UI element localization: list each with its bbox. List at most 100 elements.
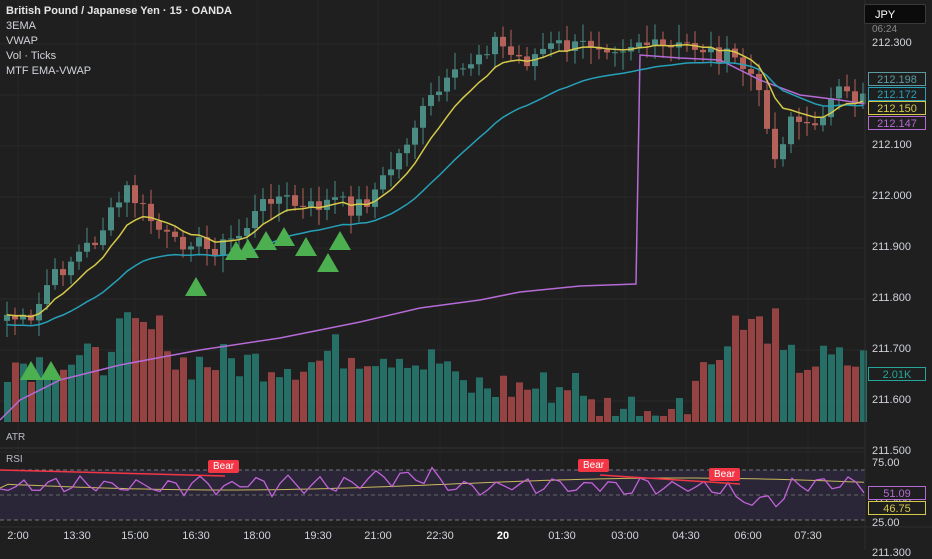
buy-signal-arrow [237,239,259,258]
volume-bar [212,370,219,422]
volume-bar [244,354,251,422]
candle-body [748,69,754,74]
volume-bar [292,379,299,422]
atr-pane-label[interactable]: ATR [6,432,26,443]
rsi-pane-label[interactable]: RSI [6,454,23,465]
candle-body [156,221,162,230]
candle-body [132,185,138,204]
indicator-3ema[interactable]: 3EMA [6,20,36,32]
candle-body [564,40,570,51]
indicator-volume[interactable]: Vol · Ticks [6,50,57,62]
volume-bar [308,362,315,422]
volume-bar [164,351,171,422]
indicator-mtf-ema-vwap[interactable]: MTF EMA-VWAP [6,65,92,77]
candle-body [508,46,514,55]
rsi-tick-75: 75.00 [872,457,900,469]
price-tick: 212.300 [872,37,912,49]
volume-bar [284,368,291,422]
candle-body [476,54,482,65]
candle-body [444,77,450,92]
volume-bar [204,367,211,422]
price-tick: 211.800 [872,292,911,304]
volume-bar [540,372,547,422]
volume-bar [564,390,571,422]
volume-bar [700,362,707,422]
volume-bar [276,377,283,422]
candle-body [860,93,866,104]
symbol-title[interactable]: British Pound / Japanese Yen · 15 · OAND… [6,5,232,17]
volume-bar [84,343,91,422]
buy-signal-arrow [273,227,295,246]
candle-body [780,144,786,160]
volume-bar [428,349,435,422]
volume-bar [748,318,755,422]
volume-bar [324,350,331,422]
volume-bar [28,381,35,422]
candle-body [836,86,842,99]
volume-bar [332,334,339,422]
candle-body [772,128,778,160]
volume-bar [772,308,779,422]
indicator-vwap[interactable]: VWAP [6,35,38,47]
volume-bar [796,372,803,422]
time-tick: 04:30 [672,530,700,542]
candle-body [68,261,74,276]
candle-body [396,153,402,170]
buy-signal-arrow [329,231,351,250]
candle-body [364,199,370,207]
time-tick: 21:00 [364,530,392,542]
candle-body [316,201,322,210]
candle-body [204,237,210,249]
volume-bar [196,356,203,422]
volume-bar [44,378,51,422]
candle-body [28,314,34,321]
volume-bar [524,389,531,422]
candle-body [580,40,586,42]
candle-body [468,64,474,69]
time-tick: 16:30 [182,530,210,542]
candle-body [188,246,194,250]
volume-bar [116,318,123,422]
buy-signal-arrow [317,253,339,272]
volume-bar [588,399,595,422]
rsi-tick-25: 25.00 [872,517,900,529]
candle-body [404,144,410,154]
candle-body [380,175,386,190]
volume-bar [684,414,691,422]
rsi-bear-divergence-1 [0,469,226,477]
volume-bar [148,329,155,422]
volume-bar [804,369,811,422]
bear-signal-label: Bear [709,468,741,481]
volume-bar [468,392,475,422]
candle-body [756,73,762,91]
price-tick: 211.900 [872,241,911,253]
volume-bar [580,395,587,422]
time-tick: 07:30 [794,530,822,542]
candle-body [340,196,346,198]
volume-bar [220,344,227,422]
volume-bar [4,381,11,422]
volume-bar [260,381,267,422]
volume-bar [532,388,539,422]
candle-body [556,40,562,44]
volume-bar [228,358,235,422]
vwap-line [0,54,866,421]
candle-body [740,57,746,70]
volume-bar [476,377,483,422]
volume-bar [60,369,67,422]
volume-bar [844,365,851,422]
ema-slow-line [6,61,864,327]
buy-signal-arrow [20,361,42,380]
volume-bar [188,379,195,422]
rsi-ma-tag: 46.75 [868,501,926,515]
candle-body [244,228,250,236]
candle-body [492,36,498,55]
currency-button[interactable]: JPY [864,4,926,24]
volume-bar [348,357,355,422]
candle-body [548,43,554,49]
rsi-value-tag: 51.09 [868,486,926,500]
candle-body [92,242,98,246]
candle-body [84,242,90,252]
